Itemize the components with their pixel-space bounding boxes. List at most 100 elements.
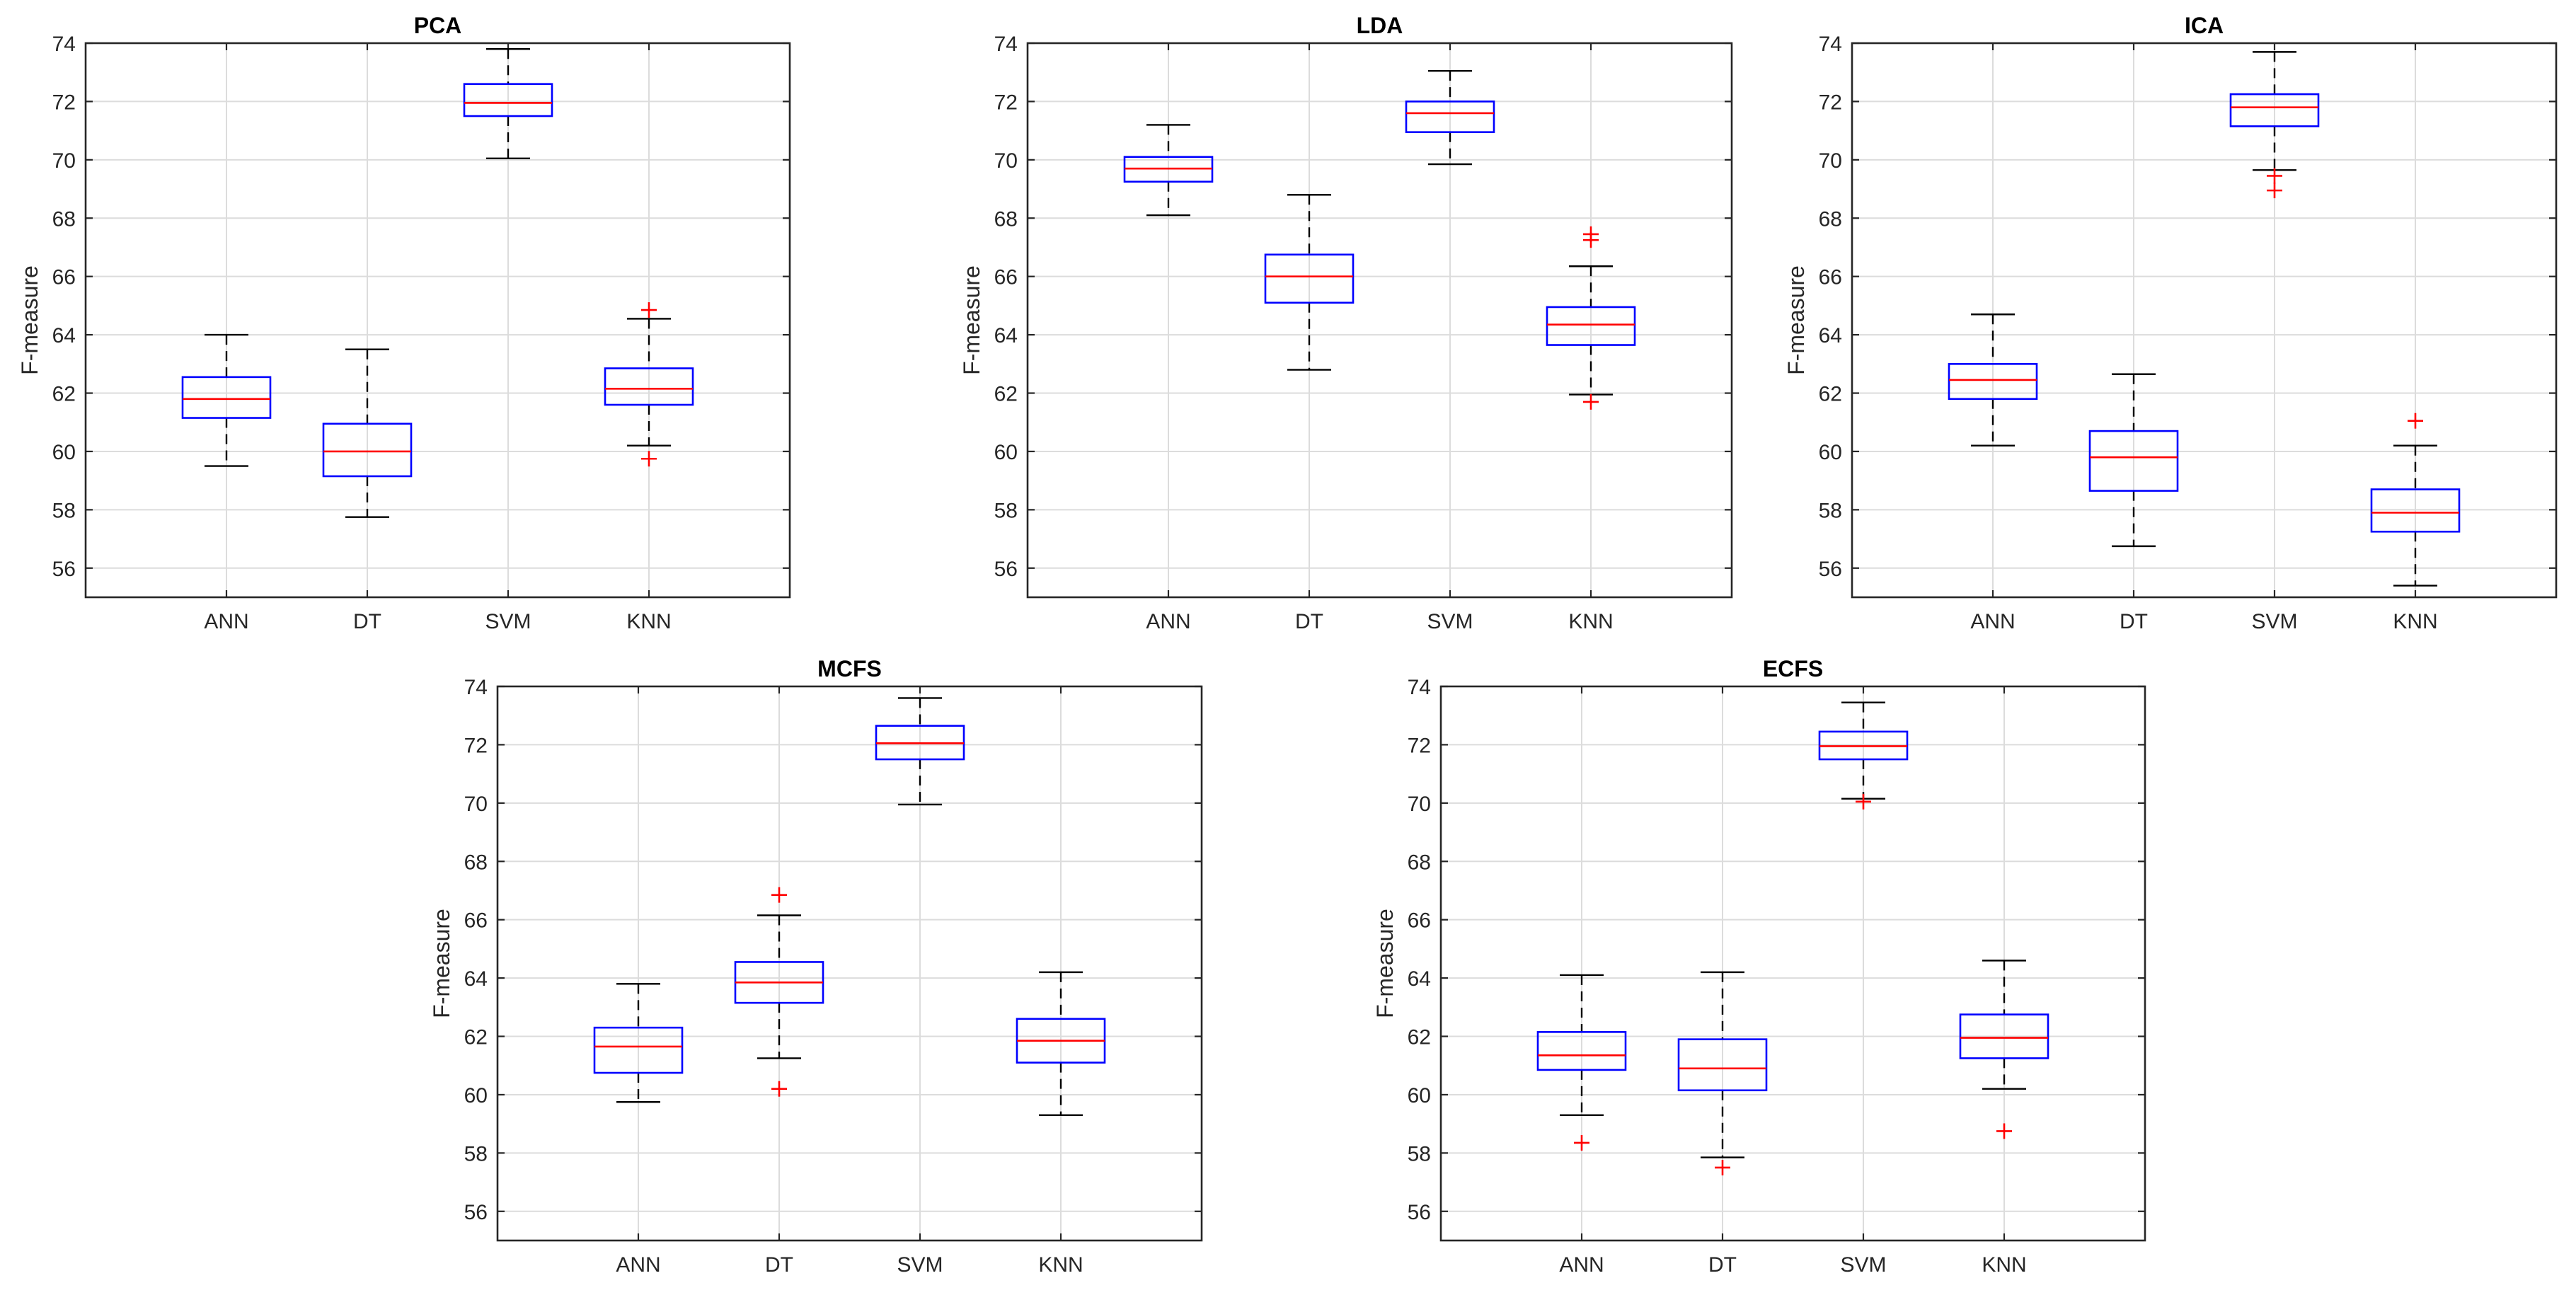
y-tick-label: 68 — [994, 207, 1018, 231]
y-tick-label: 60 — [994, 441, 1018, 464]
box-dt — [1264, 194, 1355, 371]
outlier-marker — [1583, 232, 1599, 248]
y-axis-label: F-measure — [1372, 909, 1398, 1018]
outlier-marker — [2408, 413, 2423, 429]
y-axis-label: F-measure — [429, 909, 454, 1018]
iqr-box — [463, 83, 553, 117]
y-tick-label: 70 — [1408, 793, 1431, 816]
subplot-lda: 56 58 60 62 64 66 68 70 72 74 ANN DT SVM KNN LDA F-meas… — [959, 13, 1733, 633]
y-tick-label: 62 — [52, 383, 76, 406]
subplot-mcfs: 56 58 60 62 64 66 68 70 72 74 ANN DT SVM KNN MCFS F-mea… — [429, 656, 1203, 1277]
y-tick-label: 56 — [994, 558, 1018, 581]
iqr-box — [181, 376, 272, 419]
outlier-marker — [2267, 168, 2282, 184]
chart-title: MCFS — [817, 656, 882, 681]
x-tick-label: SVM — [2251, 610, 2297, 633]
outlier-marker — [1583, 393, 1599, 410]
iqr-box — [2088, 430, 2179, 492]
y-tick-label: 74 — [464, 676, 488, 699]
chart-title: ICA — [2185, 13, 2224, 38]
y-tick-label: 72 — [1819, 91, 1842, 114]
outlier-marker — [771, 887, 787, 903]
subplot-ecfs: 56 58 60 62 64 66 68 70 72 74 ANN DT SVM KNN ECFS F-mea… — [1372, 656, 2146, 1277]
x-tick-label: ANN — [616, 1253, 660, 1277]
outlier-marker — [771, 1081, 787, 1097]
axes-frame — [1026, 42, 1733, 599]
box-svm — [875, 697, 965, 806]
y-tick-label: 56 — [1408, 1201, 1431, 1224]
outlier-marker — [1856, 793, 1871, 810]
box-dt — [322, 348, 413, 518]
y-tick-label: 62 — [1819, 383, 1842, 406]
y-tick-label: 66 — [1408, 909, 1431, 933]
iqr-box — [604, 367, 694, 406]
y-tick-label: 58 — [464, 1142, 488, 1166]
y-tick-label: 70 — [464, 793, 488, 816]
y-tick-label: 60 — [1819, 441, 1842, 464]
iqr-box — [1959, 1013, 2049, 1059]
x-tick-label: ANN — [1970, 610, 2015, 633]
x-tick-label: DT — [2120, 610, 2148, 633]
iqr-box — [1405, 100, 1495, 133]
y-axis-label: F-measure — [959, 265, 984, 375]
outlier-marker — [1996, 1123, 2012, 1139]
box-ann — [1948, 313, 2038, 447]
box-ann — [181, 333, 272, 467]
x-tick-label: KNN — [2393, 610, 2437, 633]
y-tick-label: 58 — [1819, 499, 1842, 522]
y-tick-label: 60 — [52, 441, 76, 464]
y-tick-label: 56 — [464, 1201, 488, 1224]
box-svm — [463, 48, 553, 159]
x-tick-label: KNN — [626, 610, 671, 633]
outlier-marker — [2267, 183, 2282, 199]
y-tick-label: 56 — [52, 558, 76, 581]
iqr-box — [593, 1026, 684, 1074]
iqr-box — [1536, 1031, 1627, 1071]
chart-title: LDA — [1357, 13, 1403, 38]
box-knn — [1546, 226, 1636, 410]
box-dt — [2088, 373, 2179, 548]
y-tick-label: 58 — [994, 499, 1018, 522]
outlier-marker — [641, 302, 657, 318]
y-tick-label: 72 — [464, 734, 488, 757]
outlier-marker — [641, 451, 657, 467]
box-ann — [593, 983, 684, 1103]
iqr-box — [1546, 306, 1636, 346]
y-tick-label: 66 — [52, 266, 76, 289]
box-knn — [2370, 413, 2461, 587]
y-tick-label: 62 — [464, 1026, 488, 1049]
x-tick-label: DT — [1295, 610, 1323, 633]
y-tick-label: 72 — [52, 91, 76, 114]
x-tick-label: KNN — [1038, 1253, 1083, 1277]
box-knn — [1959, 960, 2049, 1139]
y-tick-label: 72 — [1408, 734, 1431, 757]
subplot-pca: 56 58 60 62 64 66 68 70 72 74 ANN DT SVM KNN PCA F-meas… — [17, 13, 791, 633]
box-ann — [1536, 974, 1627, 1151]
x-tick-label: KNN — [1982, 1253, 2026, 1277]
y-tick-label: 64 — [994, 324, 1018, 347]
x-tick-label: ANN — [1146, 610, 1190, 633]
x-tick-label: SVM — [897, 1253, 943, 1277]
y-tick-label: 64 — [1819, 324, 1842, 347]
x-tick-label: SVM — [1840, 1253, 1886, 1277]
chart-title: ECFS — [1763, 656, 1823, 681]
y-tick-label: 70 — [52, 149, 76, 173]
box-svm — [1405, 69, 1495, 166]
y-tick-label: 66 — [464, 909, 488, 933]
y-tick-label: 70 — [1819, 149, 1842, 173]
y-tick-label: 60 — [1408, 1084, 1431, 1107]
y-tick-label: 56 — [1819, 558, 1842, 581]
iqr-box — [1677, 1038, 1768, 1092]
axes-frame — [1851, 42, 2558, 599]
y-tick-label: 68 — [1408, 851, 1431, 874]
x-tick-label: SVM — [485, 610, 531, 633]
box-ann — [1123, 124, 1214, 217]
y-tick-label: 58 — [52, 499, 76, 522]
x-tick-label: KNN — [1568, 610, 1613, 633]
x-tick-label: DT — [765, 1253, 793, 1277]
outlier-marker — [1574, 1134, 1589, 1151]
outlier-marker — [1715, 1159, 1730, 1175]
axes-frame — [1439, 685, 2146, 1242]
box-svm — [2229, 51, 2320, 199]
